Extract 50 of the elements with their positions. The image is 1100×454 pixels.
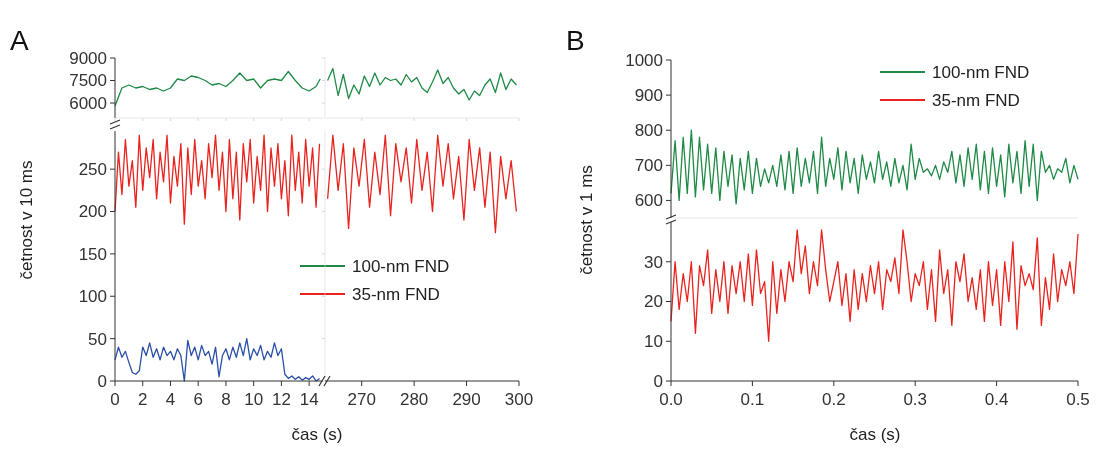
y-tick-label: 900 bbox=[634, 86, 663, 106]
x-tick-label: 14 bbox=[299, 390, 319, 409]
y-tick-label: 30 bbox=[644, 252, 663, 272]
x-tick-label: 290 bbox=[452, 390, 481, 409]
x-tick-label: 300 bbox=[504, 390, 534, 409]
x-tick-label: 4 bbox=[165, 390, 176, 409]
y-tick-label: 10 bbox=[644, 332, 663, 352]
legend-label: 35-nm FND bbox=[352, 284, 440, 304]
y-tick-label: 9000 bbox=[69, 48, 107, 68]
x-tick-label: 270 bbox=[347, 390, 376, 409]
y-axis-title: četnost v 1 ms bbox=[577, 165, 596, 275]
x-tick-label: 0.2 bbox=[821, 390, 846, 409]
x-tick-label: 280 bbox=[399, 390, 429, 409]
x-tick-label: 0.4 bbox=[984, 390, 1009, 409]
y-tick-label: 0 bbox=[97, 371, 107, 391]
line-series bbox=[114, 134, 321, 225]
line-series bbox=[670, 229, 1079, 342]
x-tick-label: 6 bbox=[193, 390, 203, 409]
y-tick-label: 700 bbox=[634, 156, 663, 176]
line-series bbox=[670, 129, 1079, 205]
y-tick-label: 6000 bbox=[69, 93, 107, 113]
x-axis-title: čas (s) bbox=[291, 425, 343, 444]
x-tick-label: 10 bbox=[244, 390, 264, 409]
y-tick-label: 7500 bbox=[69, 71, 107, 91]
y-tick-label: 200 bbox=[78, 202, 107, 222]
x-tick-label: 8 bbox=[221, 390, 231, 409]
y-axis-title: četnost v 10 ms bbox=[17, 160, 36, 280]
x-tick-label: 0.1 bbox=[740, 390, 765, 409]
y-tick-label: 1000 bbox=[625, 50, 663, 70]
x-tick-label: 12 bbox=[271, 390, 291, 409]
y-tick-label: 100 bbox=[78, 287, 107, 307]
chart-title: B bbox=[566, 25, 585, 56]
x-tick-label: 2 bbox=[138, 390, 148, 409]
chart-title: A bbox=[10, 25, 29, 56]
text: 100-nm FND bbox=[352, 256, 450, 276]
x-tick-label: 0.3 bbox=[903, 390, 928, 409]
x-axis-title: čas (s) bbox=[849, 425, 901, 444]
y-tick-label: 250 bbox=[78, 160, 107, 180]
y-tick-label: 150 bbox=[78, 244, 107, 264]
x-tick-label: 0.0 bbox=[659, 390, 683, 409]
line-series bbox=[114, 70, 321, 107]
y-tick-label: 800 bbox=[634, 121, 663, 141]
legend-label: 100-nm FND bbox=[932, 62, 1030, 82]
x-tick-label: 0 bbox=[110, 390, 120, 409]
y-tick-label: 0 bbox=[653, 371, 663, 391]
y-tick-label: 50 bbox=[88, 329, 107, 349]
y-tick-label: 20 bbox=[644, 292, 663, 312]
text: 35-nm FND bbox=[932, 90, 1020, 110]
y-tick-label: 600 bbox=[634, 191, 663, 211]
x-tick-label: 0.5 bbox=[1066, 390, 1090, 409]
